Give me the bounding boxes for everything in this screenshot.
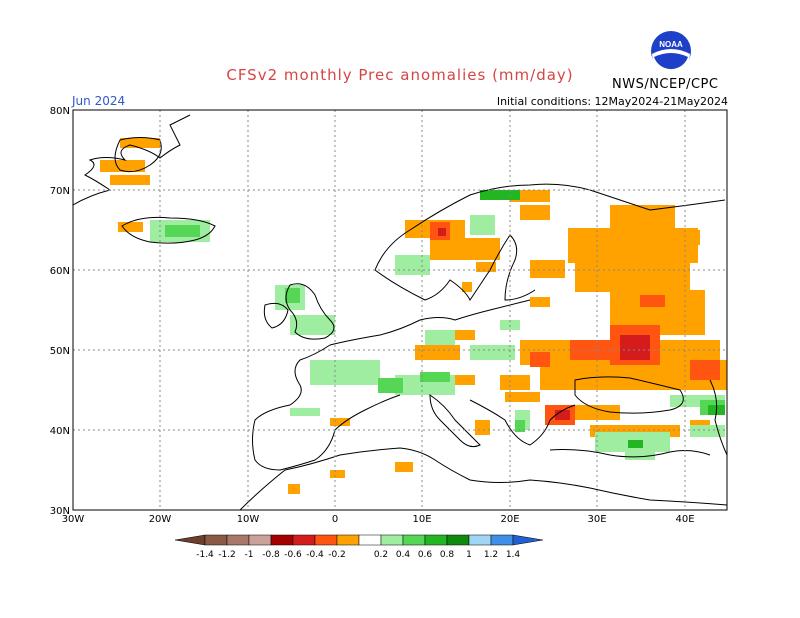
lat-label: 70N <box>50 186 70 197</box>
lon-label: 30E <box>587 514 606 525</box>
lon-label: 20E <box>500 514 519 525</box>
colorbar-label: -1.4 <box>196 550 214 560</box>
colorbar-label: -0.6 <box>284 550 302 560</box>
colorbar-label: 0.4 <box>396 550 411 560</box>
colorbar-label: 1 <box>466 550 472 560</box>
lat-label: 80N <box>50 106 70 117</box>
noaa-logo: NOAA <box>651 31 691 72</box>
lon-label: 10W <box>237 514 260 525</box>
colorbar-label: 1.2 <box>484 550 498 560</box>
colorbar-label: 0.2 <box>374 550 388 560</box>
colorbar-swatch <box>226 534 250 546</box>
plot-frame <box>72 109 728 511</box>
colorbar-swatch <box>204 534 228 546</box>
chart-title: CFSv2 monthly Prec anomalies (mm/day) <box>226 66 574 84</box>
colorbar-label: -0.8 <box>262 550 280 560</box>
colorbar-swatch <box>292 534 316 546</box>
colorbar-label: -0.4 <box>306 550 324 560</box>
forecast-month: Jun 2024 <box>72 94 126 108</box>
initial-conditions: Initial conditions: 12May2024-21May2024 <box>496 95 728 108</box>
lon-label: 30W <box>62 514 85 525</box>
colorbar-high-end <box>512 534 544 546</box>
agency-label: NWS/NCEP/CPC <box>612 77 719 92</box>
lat-label: 40N <box>50 426 70 437</box>
lat-label: 30N <box>50 506 70 517</box>
lat-tick-labels: 30N 40N 50N 60N 70N 80N <box>50 106 70 517</box>
colorbar-swatch <box>446 534 470 546</box>
colorbar-swatch <box>468 534 492 546</box>
colorbar-label: -1.2 <box>218 550 236 560</box>
colorbar-label: -0.2 <box>328 550 346 560</box>
lon-label: 10E <box>412 514 431 525</box>
lon-label: 0 <box>332 514 338 525</box>
colorbar-swatch <box>270 534 294 546</box>
lat-label: 50N <box>50 346 70 357</box>
colorbar-label: -1 <box>245 550 254 560</box>
grid-lines <box>73 110 727 510</box>
colorbar: -1.4 -1.2 -1 -0.8 -0.6 -0.4 -0.2 0.2 0.4 0.6 0.8 1 1… <box>174 534 544 560</box>
colorbar-label: 0.8 <box>440 550 455 560</box>
colorbar-low-end <box>174 534 206 546</box>
colorbar-swatch <box>358 534 382 546</box>
lon-tick-labels: 30W 20W 10W 0 10E 20E 30E 40E <box>62 514 695 525</box>
colorbar-swatch <box>380 534 404 546</box>
lat-label: 60N <box>50 266 70 277</box>
colorbar-swatch <box>402 534 426 546</box>
colorbar-swatch <box>314 534 338 546</box>
very-dry-anomaly-cells <box>438 228 650 420</box>
lon-label: 20W <box>149 514 172 525</box>
colorbar-swatch <box>336 534 360 546</box>
colorbar-swatch <box>490 534 514 546</box>
colorbar-swatch <box>248 534 272 546</box>
lon-label: 40E <box>675 514 694 525</box>
anomaly-field <box>100 138 727 494</box>
colorbar-label: 1.4 <box>506 550 521 560</box>
colorbar-swatch <box>424 534 448 546</box>
noaa-logo-text: NOAA <box>659 40 683 49</box>
colorbar-label: 0.6 <box>418 550 433 560</box>
